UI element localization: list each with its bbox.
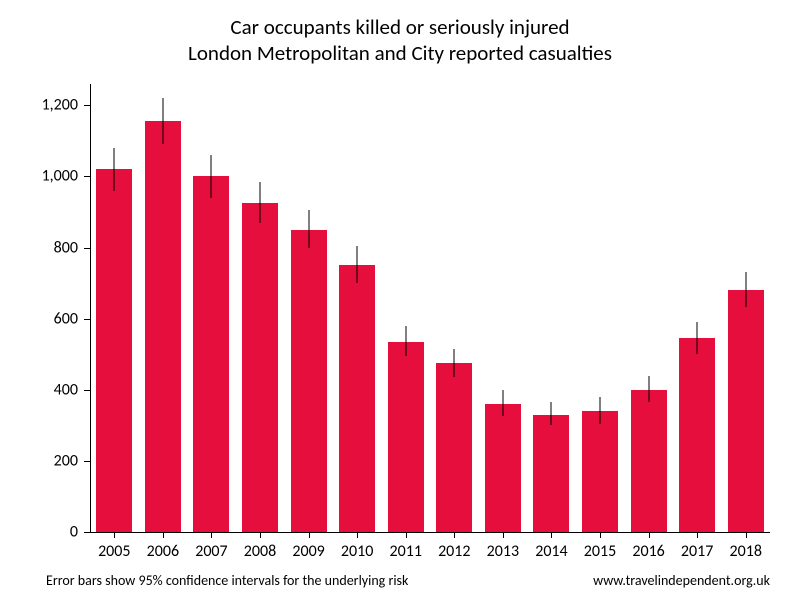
y-tick-label: 600 xyxy=(0,309,78,328)
x-tick xyxy=(454,532,455,538)
footnote-left: Error bars show 95% confidence intervals… xyxy=(46,572,408,589)
x-tick xyxy=(163,532,164,538)
chart-container: Car occupants killed or seriously injure… xyxy=(0,0,800,600)
x-tick-label: 2015 xyxy=(584,542,616,561)
x-tick-label: 2007 xyxy=(195,542,227,561)
y-tick xyxy=(84,390,90,391)
x-tick xyxy=(503,532,504,538)
x-tick-label: 2017 xyxy=(681,542,713,561)
x-axis-line xyxy=(90,532,770,533)
x-tick-label: 2009 xyxy=(292,542,324,561)
bar xyxy=(193,176,229,532)
bar xyxy=(96,169,132,532)
x-tick-label: 2014 xyxy=(535,542,567,561)
bar xyxy=(728,290,764,532)
y-tick xyxy=(84,532,90,533)
error-bar xyxy=(405,326,406,356)
x-tick xyxy=(697,532,698,538)
bar xyxy=(388,342,424,532)
bar xyxy=(533,415,569,532)
error-bar xyxy=(162,98,163,144)
bar xyxy=(145,121,181,532)
error-bar xyxy=(308,210,309,247)
x-tick-label: 2013 xyxy=(487,542,519,561)
y-tick-label: 1,200 xyxy=(0,96,78,115)
error-bar xyxy=(454,349,455,377)
x-tick xyxy=(406,532,407,538)
x-tick xyxy=(114,532,115,538)
error-bar xyxy=(211,155,212,198)
x-tick-label: 2011 xyxy=(389,542,421,561)
y-tick-label: 1,000 xyxy=(0,167,78,186)
x-tick xyxy=(357,532,358,538)
bar xyxy=(631,390,667,532)
x-tick-label: 2005 xyxy=(98,542,130,561)
x-tick xyxy=(746,532,747,538)
error-bar xyxy=(551,402,552,425)
bar xyxy=(291,230,327,532)
error-bar xyxy=(745,272,746,307)
y-tick-label: 800 xyxy=(0,238,78,257)
footnote-right: www.travelindependent.org.uk xyxy=(593,572,770,589)
bar xyxy=(242,203,278,532)
x-tick-label: 2016 xyxy=(632,542,664,561)
y-tick xyxy=(84,319,90,320)
y-tick xyxy=(84,176,90,177)
chart-title-line2: London Metropolitan and City reported ca… xyxy=(188,40,612,66)
bar xyxy=(339,265,375,532)
y-axis-line xyxy=(90,84,91,532)
error-bar xyxy=(648,376,649,403)
x-tick-label: 2018 xyxy=(729,542,761,561)
y-tick xyxy=(84,105,90,106)
x-tick xyxy=(211,532,212,538)
x-tick xyxy=(260,532,261,538)
chart-title-line1: Car occupants killed or seriously injure… xyxy=(230,14,569,40)
error-bar xyxy=(357,246,358,283)
error-bar xyxy=(600,397,601,424)
y-tick xyxy=(84,461,90,462)
bar xyxy=(679,338,715,532)
chart-title: Car occupants killed or seriously injure… xyxy=(0,14,800,67)
error-bar xyxy=(260,182,261,223)
error-bar xyxy=(697,322,698,354)
y-tick-label: 0 xyxy=(0,523,78,542)
y-tick-label: 400 xyxy=(0,380,78,399)
y-tick-label: 200 xyxy=(0,451,78,470)
x-tick xyxy=(600,532,601,538)
bar xyxy=(582,411,618,532)
bar xyxy=(436,363,472,532)
x-tick-label: 2006 xyxy=(147,542,179,561)
plot-area xyxy=(90,84,770,532)
x-tick-label: 2010 xyxy=(341,542,373,561)
x-tick-label: 2012 xyxy=(438,542,470,561)
x-tick-label: 2008 xyxy=(244,542,276,561)
bar xyxy=(485,404,521,532)
error-bar xyxy=(114,148,115,191)
y-tick xyxy=(84,248,90,249)
x-tick xyxy=(551,532,552,538)
x-tick xyxy=(309,532,310,538)
error-bar xyxy=(502,390,503,417)
x-tick xyxy=(649,532,650,538)
